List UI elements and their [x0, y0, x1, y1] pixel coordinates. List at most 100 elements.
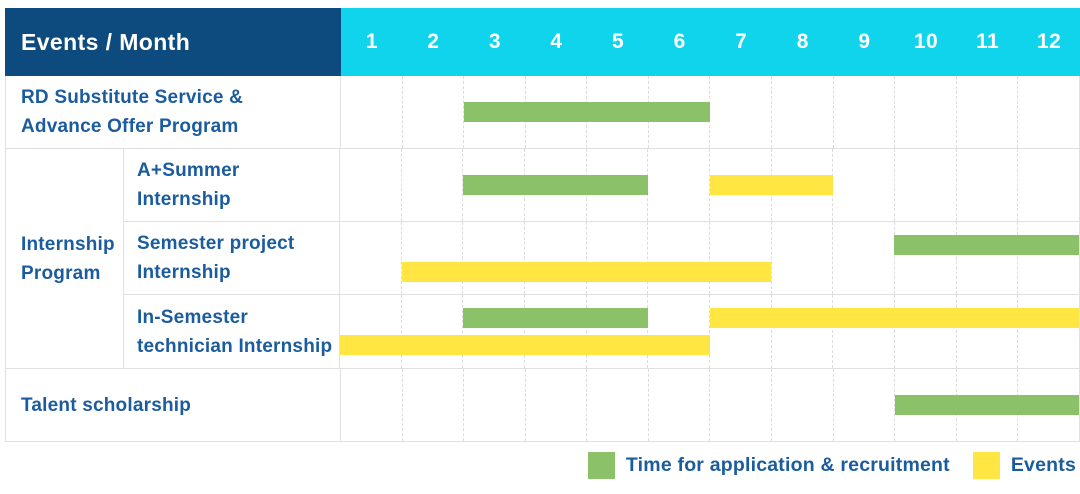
events-bar: [709, 308, 1079, 328]
grid-cell: [1017, 149, 1079, 221]
grid-cell: [894, 76, 956, 148]
month-header-cell: 4: [550, 30, 563, 53]
grid-cell: [462, 149, 524, 221]
grid-cell: [709, 222, 771, 294]
grid-cell: [400, 222, 463, 294]
legend: Time for application & recruitment Event…: [587, 452, 1076, 479]
grid-cell: [709, 76, 771, 148]
grid-cell: [771, 369, 833, 441]
legend-item-application-recruitment: Time for application & recruitment: [587, 452, 950, 479]
table-body: RD Substitute Service & Advance Offer Pro…: [5, 76, 1080, 442]
month-header-cell: 9: [858, 30, 871, 53]
group-label: Internship Program: [6, 149, 124, 368]
events-bar: [401, 262, 772, 282]
grid-cell: [832, 222, 894, 294]
grid-cell: [955, 295, 1018, 368]
grid-cell: [340, 295, 401, 368]
grid-cell: [709, 369, 771, 441]
grid-cell: [647, 149, 709, 221]
grid-cell: [462, 295, 524, 368]
grid-cell: [955, 149, 1018, 221]
row-label: Talent scholarship: [6, 369, 341, 441]
grid-cell: [340, 222, 401, 294]
application-recruitment-bar: [463, 175, 648, 195]
grid-cell: [832, 149, 894, 221]
label-line: A+Summer: [137, 160, 240, 181]
label-line: Internship: [137, 262, 231, 283]
table-row: Talent scholarship: [6, 369, 1079, 442]
grid-cell: [340, 149, 401, 221]
grid-cell: [955, 76, 1018, 148]
grid-cell: [524, 222, 586, 294]
grid-cell: [524, 295, 586, 368]
grid-cell: [341, 369, 402, 441]
month-grid: [340, 222, 1079, 294]
group-sub-rows: A+Summer Internship Semester project Intern…: [124, 149, 1079, 368]
grid-cell: [463, 76, 525, 148]
month-grid: [340, 295, 1079, 368]
grid-cell: [400, 295, 463, 368]
legend-label: Time for application & recruitment: [625, 454, 950, 476]
application-recruitment-bar: [463, 308, 648, 328]
month-header-cell: 1: [365, 30, 378, 53]
events-bar: [709, 175, 833, 195]
month-header-cell: 8: [796, 30, 809, 53]
grid-cell: [770, 222, 833, 294]
month-header-cell: 12: [1036, 30, 1062, 53]
application-recruitment-swatch-icon: [587, 452, 615, 479]
group-row: Internship Program A+Summer Internship Semes…: [6, 149, 1079, 369]
application-recruitment-bar: [894, 235, 1079, 255]
events-month-header-cell: Events / Month: [5, 8, 341, 76]
month-header-cell: 11: [975, 30, 1000, 53]
table-header: Events / Month 1 2 3 4 5 6 7 8 9 10 11 12: [5, 8, 1080, 76]
table-row: In-Semester technician Internship: [124, 295, 1079, 368]
month-grid: [340, 149, 1079, 221]
label-line: Internship: [21, 233, 115, 255]
events-swatch-icon: [972, 452, 1000, 479]
grid-cell: [894, 149, 956, 221]
grid-cell: [647, 222, 709, 294]
application-recruitment-bar: [464, 102, 710, 122]
grid-cell: [647, 369, 710, 441]
label-line: Talent scholarship: [21, 394, 192, 416]
row-label: A+Summer Internship: [124, 149, 340, 221]
grid-cell: [401, 369, 464, 441]
grid-cell: [586, 369, 648, 441]
grid-cell: [1017, 76, 1079, 148]
grid-cell: [955, 222, 1018, 294]
row-label: In-Semester technician Internship: [124, 295, 340, 368]
row-label: RD Substitute Service & Advance Offer Pro…: [6, 76, 341, 148]
table-row: A+Summer Internship: [124, 149, 1079, 222]
grid-cell: [585, 295, 648, 368]
gantt-table: Events / Month 1 2 3 4 5 6 7 8 9 10 11 12 RD Substi…: [5, 8, 1080, 442]
events-bar: [340, 335, 710, 355]
label-line: RD Substitute Service &: [21, 87, 244, 108]
month-header-row: 1 2 3 4 5 6 7 8 9 10 11 12: [341, 8, 1080, 76]
label-line: Internship: [137, 189, 231, 210]
grid-cell: [401, 76, 464, 148]
grid-cell: [894, 295, 956, 368]
table-row: Semester project Internship: [124, 222, 1079, 295]
grid-cell: [894, 222, 956, 294]
month-header-cell: 6: [673, 30, 686, 53]
legend-label: Events: [1010, 454, 1076, 476]
grid-cell: [771, 76, 833, 148]
label-line: Advance Offer Program: [21, 116, 239, 137]
grid-cell: [832, 369, 895, 441]
grid-cell: [341, 76, 402, 148]
label-line: Semester project: [137, 233, 295, 254]
row-label: Semester project Internship: [124, 222, 340, 294]
grid-cell: [400, 149, 463, 221]
grid-cell: [770, 295, 833, 368]
grid-cell: [647, 295, 709, 368]
month-header-cell: 2: [427, 30, 440, 53]
grid-cell: [709, 295, 771, 368]
grid-cell: [585, 222, 648, 294]
application-recruitment-bar: [894, 395, 1079, 415]
grid-cell: [462, 222, 524, 294]
grid-cell: [1017, 222, 1079, 294]
grid-cell: [1017, 295, 1079, 368]
grid-cell: [524, 369, 587, 441]
month-header-cell: 7: [735, 30, 748, 53]
